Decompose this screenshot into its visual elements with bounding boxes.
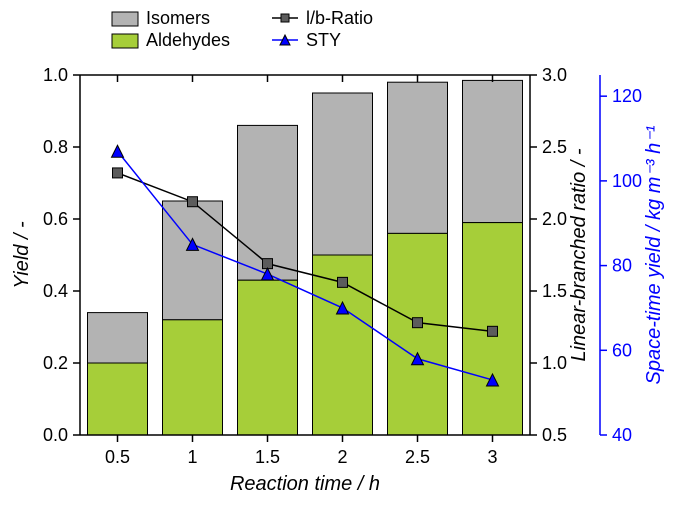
yr2-tick-label: 40 [612,425,632,445]
y-right2-axis-title: Space-time yield / kg m⁻³ h⁻¹ [643,125,665,384]
yr2-tick-label: 120 [612,86,642,106]
legend-label-isomers: Isomers [146,8,210,28]
yr-tick-label: 1.0 [542,353,567,373]
bar-aldehydes [163,320,223,435]
legend-label-lb: l/b-Ratio [306,8,373,28]
legend-swatch-aldehydes [112,34,138,48]
yr-tick-label: 3.0 [542,65,567,85]
x-axis-title: Reaction time / h [230,473,380,495]
yl-tick-label: 0.8 [43,137,68,157]
chart-container: 0.5 1 1.5 2 2.5 3 0.0 0.2 0.4 0.6 0.8 1.0 0.5 1.0 1.5 2… [0,0,680,507]
y-right-axis-title: Linear-branched ratio / - [568,148,590,361]
yl-tick-label: 0.6 [43,209,68,229]
bar-isomers [463,80,523,222]
x-tick-label: 1.5 [255,447,280,467]
y-left-axis-title: Yield / - [11,221,33,289]
yl-tick-label: 0.4 [43,281,68,301]
bar-aldehydes [88,363,148,435]
legend-label-aldehydes: Aldehydes [146,30,230,50]
yl-tick-label: 1.0 [43,65,68,85]
lb-ratio-marker [488,326,498,336]
yr-tick-label: 0.5 [542,425,567,445]
yr-tick-label: 2.0 [542,209,567,229]
bar-aldehydes [388,233,448,435]
x-tick-label: 3 [487,447,497,467]
x-tick-label: 1 [187,447,197,467]
x-tick-label: 2.5 [405,447,430,467]
yl-tick-label: 0.2 [43,353,68,373]
lb-ratio-marker [113,168,123,178]
legend-marker-lb [281,14,289,22]
legend-swatch-isomers [112,12,138,26]
yr-tick-label: 2.5 [542,137,567,157]
lb-ratio-marker [188,197,198,207]
bar-aldehydes [238,280,298,435]
lb-ratio-marker [413,318,423,328]
lb-ratio-marker [338,277,348,287]
bar-isomers [238,125,298,280]
bar-isomers [313,93,373,255]
bar-isomers [388,82,448,233]
yr2-tick-label: 100 [612,171,642,191]
yr2-tick-label: 60 [612,340,632,360]
yr2-tick-label: 80 [612,256,632,276]
x-tick-label: 2 [337,447,347,467]
yl-tick-label: 0.0 [43,425,68,445]
yr-tick-label: 1.5 [542,281,567,301]
legend-label-sty: STY [306,30,341,50]
bar-isomers [88,313,148,363]
x-tick-label: 0.5 [105,447,130,467]
chart-svg: 0.5 1 1.5 2 2.5 3 0.0 0.2 0.4 0.6 0.8 1.0 0.5 1.0 1.5 2… [0,0,680,507]
sty-marker [112,145,124,157]
